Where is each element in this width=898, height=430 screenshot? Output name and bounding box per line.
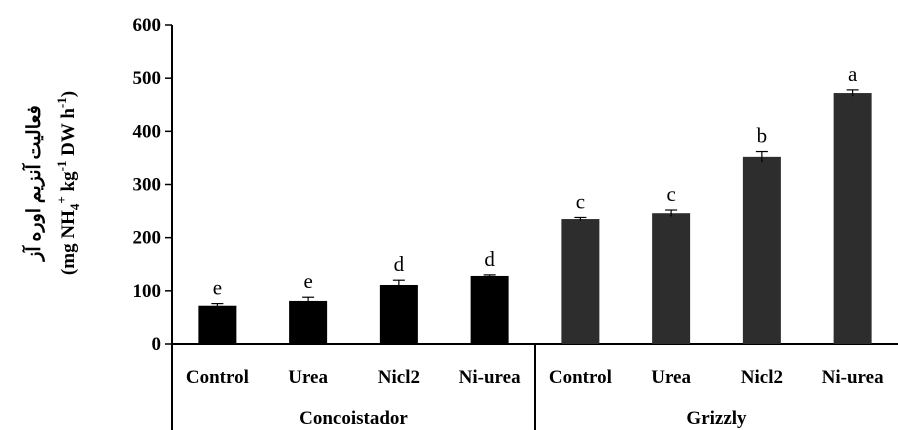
y-tick-label: 200: [133, 228, 162, 249]
x-category-label: Control: [549, 367, 612, 388]
significance-letter: e: [303, 269, 312, 293]
bar: [652, 213, 691, 344]
significance-letter: a: [848, 62, 858, 86]
significance-letter: c: [576, 189, 585, 213]
y-tick-label: 0: [152, 334, 162, 355]
significance-letter: d: [484, 247, 495, 271]
y-tick-label: 100: [133, 281, 162, 302]
axes: [171, 25, 898, 430]
x-category-label: Control: [186, 367, 249, 388]
x-category-label: Nicl2: [741, 367, 783, 388]
significance-letter: d: [394, 252, 405, 276]
group-label: Grizzly: [686, 408, 747, 429]
bar: [561, 219, 600, 344]
group-labels: Concoistador Grizzly: [299, 408, 747, 429]
bar: [198, 305, 237, 344]
bar: [379, 284, 418, 344]
x-category-label: Urea: [288, 367, 328, 388]
x-category-label: Ni-urea: [459, 367, 521, 388]
y-tick-label: 400: [133, 121, 162, 142]
group-label: Concoistador: [299, 408, 408, 429]
y-axis-label: فعالیت آنزیم اوره آز (mg NH4+ kg-1 DW h-…: [21, 91, 82, 275]
bar: [742, 156, 781, 344]
bar: [470, 275, 509, 344]
x-category-label: Ni-urea: [822, 367, 884, 388]
y-tick-label: 600: [133, 15, 162, 36]
y-ticks: 0 100 200 300 400 500 600: [133, 15, 172, 355]
bar: [833, 93, 872, 344]
bars: e e d d c c b a: [198, 62, 872, 344]
y-tick-label: 300: [133, 175, 162, 196]
bar: [289, 300, 328, 344]
significance-letter: b: [757, 124, 768, 148]
y-axis-label-persian: فعالیت آنزیم اوره آز: [21, 105, 45, 263]
x-categories: Control Urea Nicl2 Ni-urea Control Urea Nicl2 N…: [186, 367, 884, 388]
x-category-label: Nicl2: [378, 367, 420, 388]
significance-letter: c: [666, 182, 675, 206]
x-category-label: Urea: [651, 367, 691, 388]
significance-letter: e: [213, 276, 222, 300]
y-tick-label: 500: [133, 68, 162, 89]
y-axis-label-unit: (mg NH4+ kg-1 DW h-1): [54, 91, 82, 275]
